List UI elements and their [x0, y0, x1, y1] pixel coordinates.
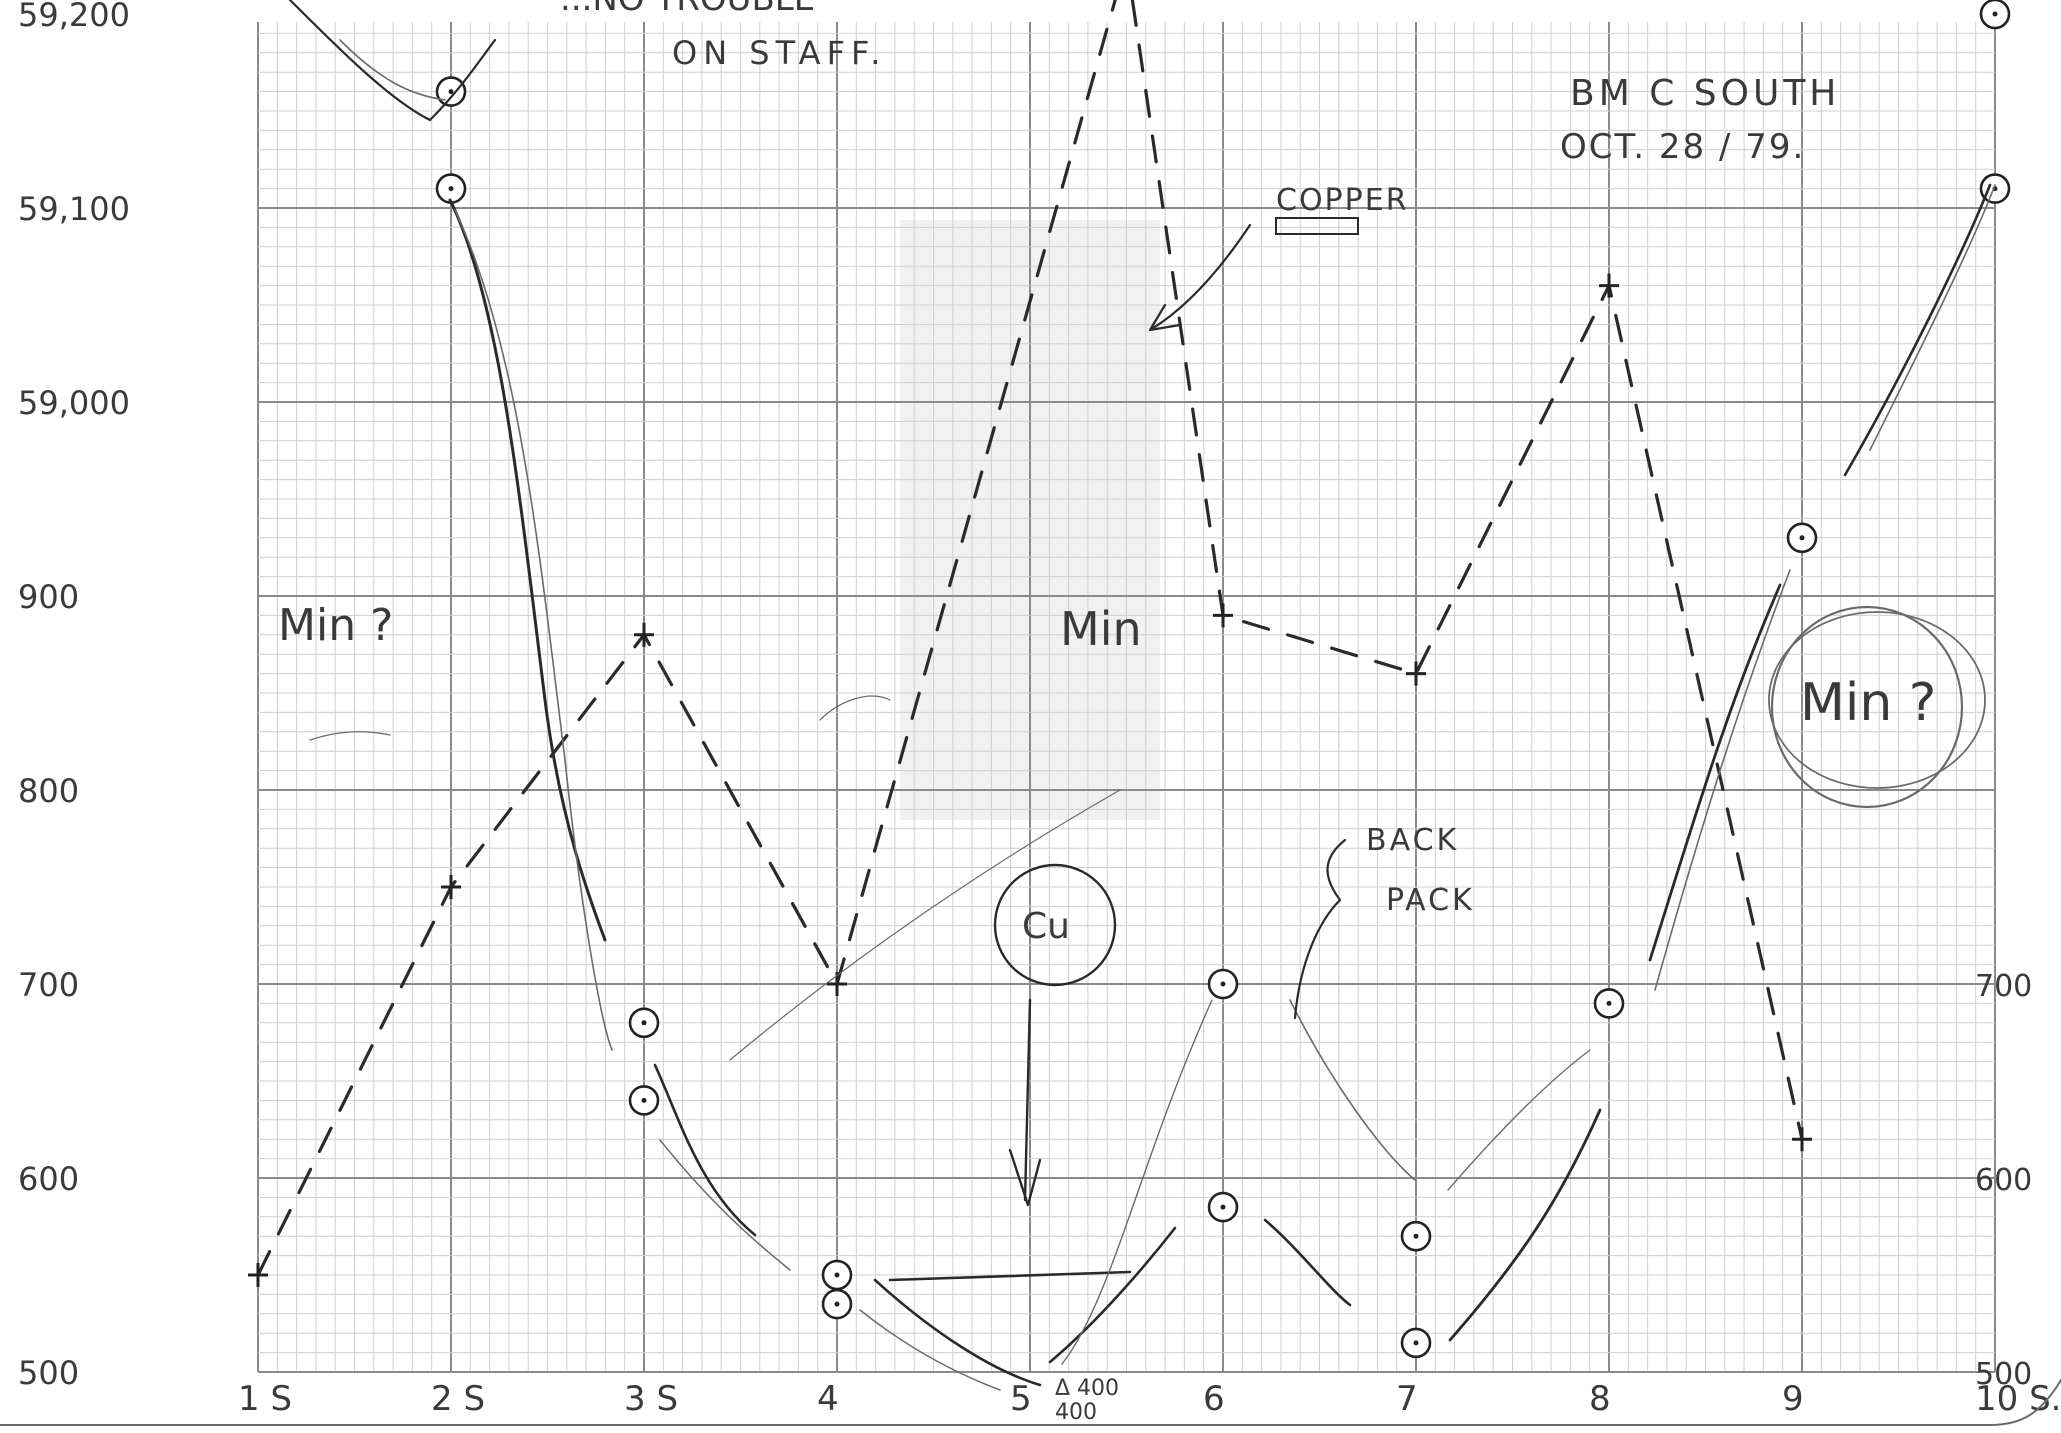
circle-marker	[1400, 1327, 1432, 1359]
bottom-tick-label: 9	[1782, 1379, 1804, 1419]
copper-label: COPPER	[1276, 183, 1409, 218]
min-center-label: Min	[1060, 602, 1142, 656]
bottom-tick-label: 8	[1589, 1379, 1611, 1419]
left-tick-label: 59,200	[18, 0, 130, 34]
graph-paper-grid	[257, 22, 1996, 1373]
circle-marker	[821, 1288, 853, 1320]
bottom-tick-label: 3 S	[624, 1379, 678, 1419]
bottom-special-label: Δ 400	[1055, 1376, 1119, 1401]
back-pack-label-line2: PACK	[1386, 883, 1475, 918]
back-pack-label-line1: BACK	[1366, 823, 1459, 858]
plotted-data	[248, 0, 2011, 1359]
bottom-special-label: 400	[1055, 1400, 1097, 1425]
bottom-tick-label: 5	[1010, 1379, 1032, 1419]
min-right-label: Min ?	[1800, 673, 1936, 733]
left-tick-label: 900	[18, 578, 79, 616]
axis-labels: 59,200 59,100 59,000 900 800 700 600 500 700 600 5…	[18, 0, 2061, 1425]
left-tick-label: 800	[18, 772, 79, 810]
circle-marker	[1786, 522, 1818, 554]
left-tick-label: 500	[18, 1354, 79, 1392]
annotations: ...NO TROUBLE ON STAFF. BM C SOUTH OCT. …	[278, 0, 1936, 947]
top-note-fragment: ...NO TROUBLE	[560, 0, 815, 19]
min-left-label: Min ?	[278, 600, 393, 651]
dashed-series-line	[256, 0, 1804, 1277]
left-tick-label: 59,100	[18, 190, 130, 228]
bottom-tick-label: 1 S	[238, 1379, 292, 1419]
bottom-tick-label: 7	[1396, 1379, 1418, 1419]
circle-marker	[1400, 1220, 1432, 1252]
left-tick-label: 700	[18, 966, 79, 1004]
plus-marker	[1213, 603, 1233, 628]
circle-marker	[821, 1259, 853, 1291]
right-tick-label: 600	[1975, 1163, 2032, 1198]
staff-note: ON STAFF.	[672, 34, 886, 72]
circle-marker	[1979, 0, 2011, 30]
cu-label: Cu	[1022, 906, 1070, 947]
plus-marker	[1599, 273, 1619, 298]
sketch-curves	[288, 0, 1996, 1391]
circle-marker	[628, 1085, 660, 1116]
bottom-tick-label: 2 S	[431, 1379, 485, 1419]
circle-marker	[1207, 968, 1239, 1000]
circle-marker	[1207, 1191, 1239, 1223]
plus-marker	[1792, 1127, 1812, 1152]
paper-edge	[0, 1379, 2061, 1426]
bottom-tick-label: 4	[817, 1379, 839, 1419]
circle-marker	[628, 1007, 660, 1039]
plus-marker	[441, 875, 461, 899]
plus-marker	[634, 622, 654, 647]
plus-marker	[248, 1263, 268, 1287]
left-tick-label: 600	[18, 1160, 79, 1198]
circle-marker	[1593, 988, 1625, 1019]
plus-marker	[1406, 661, 1426, 686]
right-tick-label: 700	[1975, 969, 2032, 1004]
circle-marker	[435, 76, 467, 107]
left-tick-label: 59,000	[18, 384, 130, 422]
copper-legend-swatch	[1275, 217, 1359, 235]
bottom-tick-label: 6	[1203, 1379, 1225, 1419]
station-ref-line1: BM C SOUTH	[1570, 73, 1840, 114]
right-tick-label: 500	[1975, 1357, 2032, 1392]
circle-marker	[435, 173, 467, 204]
station-ref-line2: OCT. 28 / 79.	[1560, 127, 1805, 167]
